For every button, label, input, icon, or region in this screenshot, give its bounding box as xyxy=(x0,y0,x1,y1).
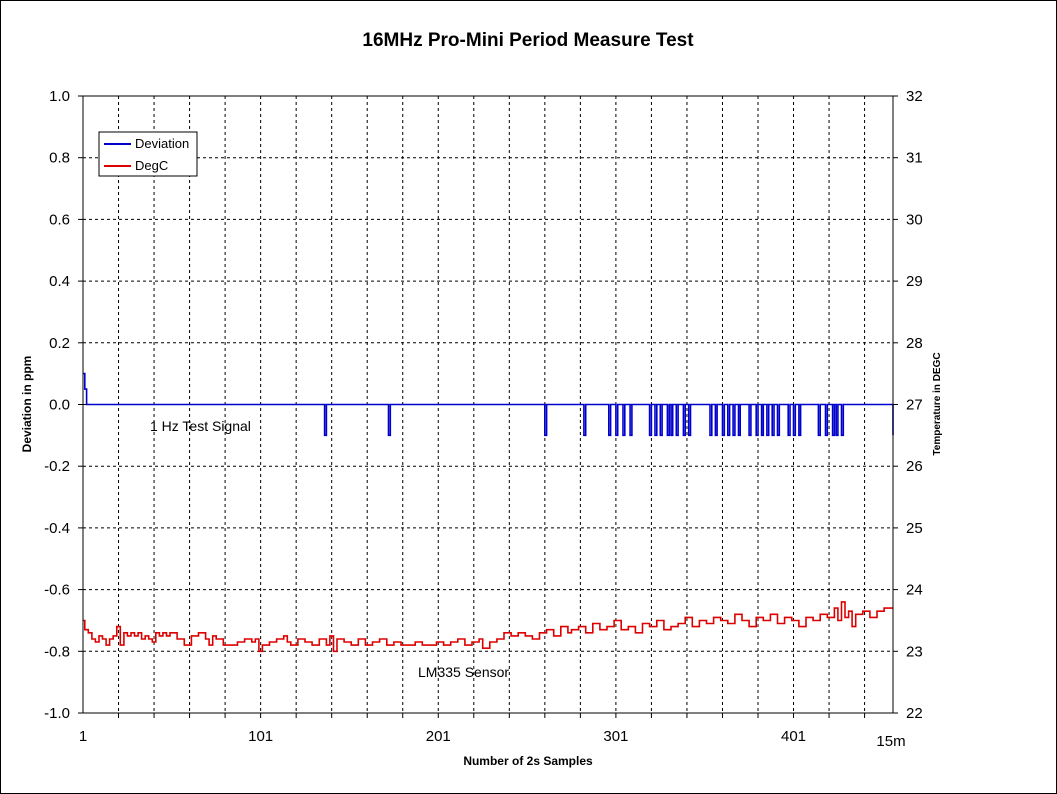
legend: Deviation DegC xyxy=(98,131,198,177)
y2-axis-label: Temperature in DEGC xyxy=(932,352,943,455)
chart-title: 16MHz Pro-Mini Period Measure Test xyxy=(362,30,694,51)
y2-tick-label: 31 xyxy=(906,150,923,167)
y2-tick-label: 26 xyxy=(906,458,923,475)
y-tick-label: 0.6 xyxy=(49,211,70,228)
y-tick-label: 0.8 xyxy=(49,150,70,167)
legend-box xyxy=(98,131,198,177)
legend-label-deviation: Deviation xyxy=(135,136,189,151)
y-axis-label: Deviation in ppm xyxy=(20,356,34,453)
y2-tick-label: 32 xyxy=(906,88,923,105)
x-tick-label: 301 xyxy=(603,728,628,745)
x-tick-label: 101 xyxy=(248,728,273,745)
tick-marks xyxy=(78,95,898,718)
x-tick-label: 401 xyxy=(781,728,806,745)
y-tick-label: 0.0 xyxy=(49,397,70,414)
x-tick-label: 1 xyxy=(79,728,87,745)
y2-tick-label: 27 xyxy=(906,397,923,414)
x-tick-label: 201 xyxy=(426,728,451,745)
tick-labels: -1.0 -0.8 -0.6 -0.4 -0.2 0.0 0.2 0.4 0.6 0.8 1.0 22… xyxy=(44,88,923,745)
x-axis-label: Number of 2s Samples xyxy=(463,754,593,768)
y2-tick-label: 28 xyxy=(906,335,923,352)
series-line-deviation xyxy=(83,372,894,437)
y-tick-label: -0.8 xyxy=(44,643,70,660)
y2-tick-label: 23 xyxy=(906,643,923,660)
y-tick-label: -0.4 xyxy=(44,520,70,537)
y-tick-label: 0.4 xyxy=(49,273,70,290)
annotation-test-signal: 1 Hz Test Signal xyxy=(150,418,251,434)
y-tick-label: -0.2 xyxy=(44,458,70,475)
y2-tick-label: 29 xyxy=(906,273,923,290)
annotation-sensor: LM335 Sensor xyxy=(418,664,509,680)
x-extra-label: 15m xyxy=(876,733,905,750)
y2-tick-label: 25 xyxy=(906,520,923,537)
y-tick-label: -0.6 xyxy=(44,582,70,599)
y2-tick-label: 24 xyxy=(906,582,923,599)
y-tick-label: 1.0 xyxy=(49,88,70,105)
y-tick-label: 0.2 xyxy=(49,335,70,352)
series-line-degc xyxy=(83,601,893,653)
legend-label-degc: DegC xyxy=(135,158,168,173)
y2-tick-label: 30 xyxy=(906,211,923,228)
series-layer xyxy=(83,372,894,653)
y2-tick-label: 22 xyxy=(906,705,923,722)
y-tick-label: -1.0 xyxy=(44,705,70,722)
